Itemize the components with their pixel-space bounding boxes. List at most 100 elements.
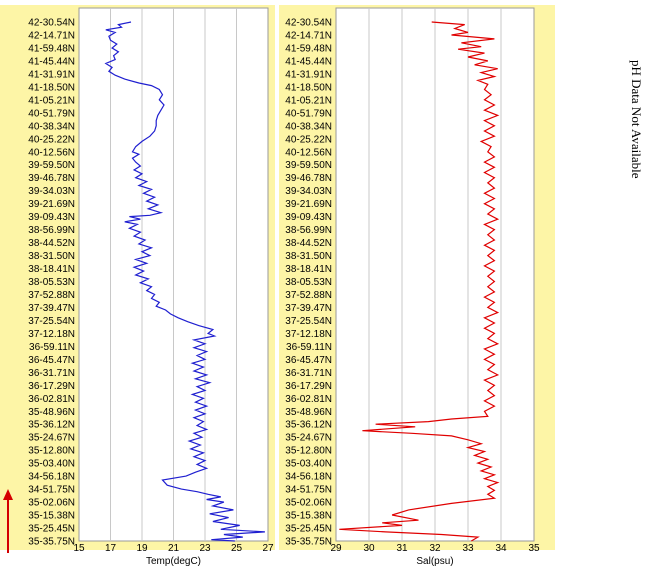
temp-lat-tick: 38-18.41N	[28, 264, 75, 275]
temp-lat-tick: 39-59.50N	[28, 160, 75, 171]
sal-lat-tick: 38-31.50N	[285, 251, 332, 262]
temp-lat-tick: 38-44.52N	[28, 238, 75, 249]
sal-lat-tick: 34-56.18N	[285, 472, 332, 483]
sal-lat-tick: 37-52.88N	[285, 290, 332, 301]
sal-lat-tick: 39-34.03N	[285, 186, 332, 197]
temp-x-tick-23: 23	[199, 543, 211, 554]
temp-lat-tick: 35-03.40N	[28, 459, 75, 470]
sal-lat-tick: 35-25.45N	[285, 524, 332, 535]
salinity-series-line	[339, 21, 500, 542]
temp-lat-tick: 40-38.34N	[28, 121, 75, 132]
sal-lat-tick: 35-03.40N	[285, 459, 332, 470]
temp-lat-tick: 37-52.88N	[28, 290, 75, 301]
sal-lat-tick: 36-45.47N	[285, 355, 332, 366]
temp-lat-tick: 34-51.75N	[28, 485, 75, 496]
temp-lat-tick: 38-56.99N	[28, 225, 75, 236]
salinity-x-axis-title: Sal(psu)	[416, 556, 453, 567]
temp-lat-tick: 35-36.12N	[28, 420, 75, 431]
sal-x-tick-33: 33	[462, 543, 474, 554]
temp-lat-tick: 39-21.69N	[28, 199, 75, 210]
sal-lat-tick: 36-59.11N	[286, 342, 332, 353]
temp-x-tick-27: 27	[262, 543, 274, 554]
temp-lat-tick: 35-24.67N	[28, 433, 75, 444]
temp-lat-tick: 36-02.81N	[28, 394, 75, 405]
temp-lat-tick: 37-39.47N	[28, 303, 75, 314]
temp-lat-tick: 42-14.71N	[28, 30, 75, 41]
sal-lat-tick: 38-05.53N	[285, 277, 332, 288]
sal-lat-tick: 37-39.47N	[285, 303, 332, 314]
temp-lat-tick: 35-48.96N	[28, 407, 75, 418]
sal-x-tick-32: 32	[429, 543, 441, 554]
sal-x-tick-31: 31	[396, 543, 408, 554]
temp-lat-tick: 37-12.18N	[28, 329, 75, 340]
temperature-series-line	[104, 21, 265, 542]
temp-lat-tick: 35-25.45N	[28, 524, 75, 535]
sal-x-tick-29: 29	[330, 543, 342, 554]
sal-lat-tick: 35-02.06N	[285, 498, 332, 509]
sal-lat-tick: 40-12.56N	[285, 147, 332, 158]
temp-lat-tick: 36-45.47N	[28, 355, 75, 366]
temp-lat-tick: 41-31.91N	[28, 69, 75, 80]
sal-lat-tick: 37-25.54N	[285, 316, 332, 327]
sal-lat-tick: 36-02.81N	[285, 394, 332, 405]
temp-lat-tick: 36-59.11N	[29, 342, 75, 353]
temp-lat-tick: 35-35.75N	[28, 537, 75, 548]
sal-lat-tick: 35-24.67N	[285, 433, 332, 444]
sal-lat-tick: 41-05.21N	[285, 95, 332, 106]
sal-lat-tick: 35-12.80N	[285, 446, 332, 457]
sal-lat-tick: 34-51.75N	[285, 485, 332, 496]
temp-lat-tick: 39-09.43N	[28, 212, 75, 223]
temp-lat-tick: 36-31.71N	[28, 368, 75, 379]
temp-lat-tick: 40-12.56N	[28, 147, 75, 158]
sal-lat-tick: 38-44.52N	[285, 238, 332, 249]
sal-lat-tick: 35-36.12N	[285, 420, 332, 431]
sal-lat-tick: 41-45.44N	[285, 56, 332, 67]
sal-lat-tick: 41-18.50N	[285, 82, 332, 93]
temp-lat-tick: 34-56.18N	[28, 472, 75, 483]
temp-x-tick-25: 25	[231, 543, 243, 554]
sal-lat-tick: 39-46.78N	[285, 173, 332, 184]
temp-lat-tick: 39-34.03N	[28, 186, 75, 197]
temp-lat-tick: 41-45.44N	[28, 56, 75, 67]
salinity-x-tick-labels: 29 30 31 32 33 34 35	[330, 543, 540, 554]
sal-lat-tick: 36-17.29N	[285, 381, 332, 392]
sal-lat-tick: 39-59.50N	[285, 160, 332, 171]
sal-lat-tick: 35-15.38N	[285, 511, 332, 522]
temperature-gridlines	[110, 8, 237, 541]
temp-lat-tick: 36-17.29N	[28, 381, 75, 392]
sal-x-tick-30: 30	[363, 543, 375, 554]
temp-x-tick-15: 15	[73, 543, 85, 554]
sal-lat-tick: 36-31.71N	[285, 368, 332, 379]
sal-lat-tick: 41-59.48N	[285, 43, 332, 54]
salinity-gridlines	[368, 8, 502, 541]
sal-lat-tick: 35-48.96N	[285, 407, 332, 418]
sal-lat-tick: 40-25.22N	[285, 134, 332, 145]
ship-direction-arrow-icon	[3, 489, 13, 553]
temp-lat-tick: 41-59.48N	[28, 43, 75, 54]
temp-lat-tick: 35-12.80N	[28, 446, 75, 457]
temp-lat-tick: 38-05.53N	[28, 277, 75, 288]
sal-lat-tick: 35-35.75N	[285, 537, 332, 548]
temperature-x-axis-title: Temp(degC)	[146, 556, 201, 567]
temp-x-tick-21: 21	[168, 543, 180, 554]
temp-lat-tick: 35-02.06N	[28, 498, 75, 509]
temperature-x-tick-labels: 15 17 19 21 23 25 27	[73, 543, 274, 554]
sal-x-tick-35: 35	[528, 543, 540, 554]
sal-lat-tick: 41-31.91N	[285, 69, 332, 80]
sal-lat-tick: 40-51.79N	[285, 108, 332, 119]
temp-lat-tick: 42-30.54N	[28, 18, 75, 29]
temp-lat-tick: 39-46.78N	[28, 173, 75, 184]
temp-x-tick-19: 19	[136, 543, 148, 554]
sal-lat-tick: 39-09.43N	[285, 212, 332, 223]
temp-lat-tick: 41-05.21N	[28, 95, 75, 106]
temp-lat-tick: 35-15.38N	[28, 511, 75, 522]
temp-lat-tick: 40-25.22N	[28, 134, 75, 145]
sal-lat-tick: 38-56.99N	[285, 225, 332, 236]
sal-lat-tick: 39-21.69N	[285, 199, 332, 210]
ph-not-available-note: pH Data Not Available	[629, 60, 644, 179]
temp-x-tick-17: 17	[105, 543, 117, 554]
